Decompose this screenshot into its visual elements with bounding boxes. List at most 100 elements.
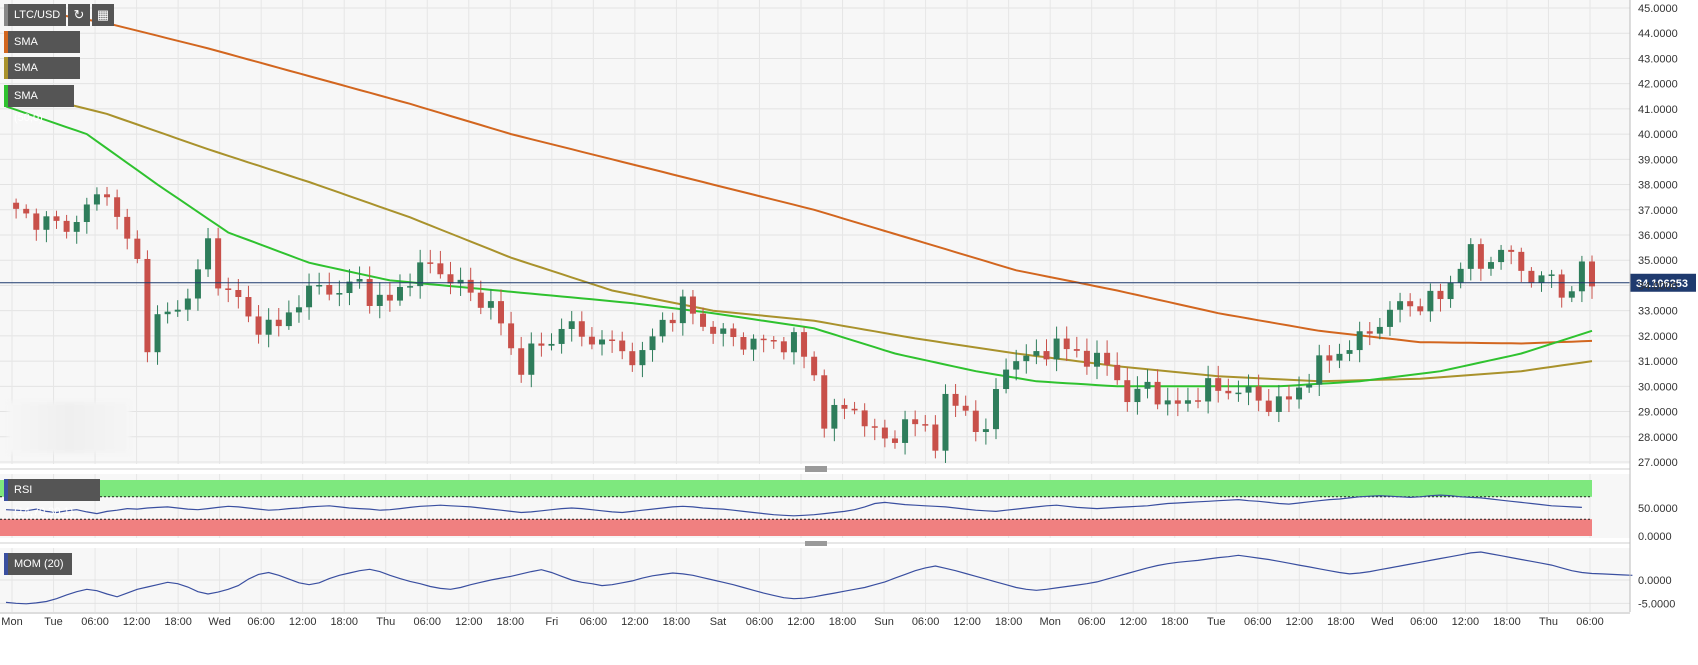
candle-body xyxy=(518,348,525,375)
candle-body xyxy=(558,328,565,344)
candle-body xyxy=(568,321,575,329)
x-tick-label: 18:00 xyxy=(330,616,358,628)
rsi-tick-label: 0.0000 xyxy=(1638,531,1672,543)
candle-body xyxy=(881,427,888,439)
mom-tick-label: -5.0000 xyxy=(1638,598,1675,610)
candle-body xyxy=(1447,282,1454,300)
candle-body xyxy=(861,410,868,427)
candle-body xyxy=(427,262,434,264)
y-tick-label: 31.0000 xyxy=(1638,356,1678,368)
candle-body xyxy=(1245,386,1252,393)
x-tick-label: 18:00 xyxy=(1161,616,1189,628)
candle-body xyxy=(104,194,111,198)
x-tick-label: 18:00 xyxy=(1327,616,1355,628)
candle-body xyxy=(1154,381,1161,405)
mom-line xyxy=(5,551,1633,605)
calendar-icon[interactable]: ▦ xyxy=(92,4,114,26)
candle-body xyxy=(1518,251,1525,271)
candle-body xyxy=(841,404,848,409)
candle-body xyxy=(1417,306,1424,312)
y-tick-label: 41.0000 xyxy=(1638,104,1678,116)
candle-body xyxy=(346,281,353,294)
candle-body xyxy=(1366,331,1373,334)
candle-body xyxy=(285,312,292,327)
candle-body xyxy=(1316,355,1323,385)
y-tick-label: 30.0000 xyxy=(1638,381,1678,393)
x-tick-label: Sat xyxy=(710,616,727,628)
candle-body xyxy=(1589,261,1595,287)
candle-body xyxy=(336,293,343,295)
y-tick-label: 37.0000 xyxy=(1638,205,1678,217)
candle-body xyxy=(1003,369,1010,390)
symbol-label[interactable]: LTC/USD xyxy=(4,4,66,26)
candle-body xyxy=(1094,352,1101,367)
y-tick-label: 27.0000 xyxy=(1638,457,1678,469)
candle-body xyxy=(73,222,80,232)
x-tick-label: 18:00 xyxy=(995,616,1023,628)
legend-mom[interactable]: MOM (20) xyxy=(4,553,72,575)
candle-body xyxy=(1437,290,1444,300)
legend-sma100[interactable]: SMA (100,0) xyxy=(4,57,80,96)
candle-body xyxy=(497,301,504,324)
candle-body xyxy=(184,298,191,310)
candle-body xyxy=(912,419,919,425)
candle-body xyxy=(1174,400,1181,404)
x-tick-label: Wed xyxy=(1371,616,1393,628)
candle-body xyxy=(1508,249,1515,252)
x-tick-label: 18:00 xyxy=(1493,616,1521,628)
candle-body xyxy=(316,284,323,287)
candle-body xyxy=(417,262,424,287)
candle-body xyxy=(1528,270,1535,283)
candle-body xyxy=(851,408,858,411)
legend-sma50[interactable]: SMA (50,0) xyxy=(4,85,74,124)
candle-body xyxy=(720,328,727,334)
y-tick-label: 32.0000 xyxy=(1638,331,1678,343)
candle-body xyxy=(124,216,131,239)
candle-body xyxy=(1548,274,1555,276)
x-tick-label: Sun xyxy=(874,616,894,628)
legend-sma200[interactable]: SMA (200,0) xyxy=(4,31,80,70)
x-tick-label: 12:00 xyxy=(787,616,815,628)
candle-body xyxy=(801,332,808,357)
candle-body xyxy=(1205,378,1212,402)
candle-body xyxy=(922,424,929,426)
x-tick-label: 06:00 xyxy=(413,616,441,628)
candle-body xyxy=(1235,392,1242,395)
y-tick-label: 42.0000 xyxy=(1638,79,1678,91)
candle-body xyxy=(1407,301,1414,307)
candle-body xyxy=(1538,275,1545,283)
legend-rsi[interactable]: RSI (14,70,30,1) xyxy=(4,479,100,518)
x-tick-label: 06:00 xyxy=(1078,616,1106,628)
candle-body xyxy=(23,208,30,214)
candle-body xyxy=(1397,301,1404,310)
x-tick-label: 12:00 xyxy=(953,616,981,628)
candle-body xyxy=(689,296,696,314)
candle-body xyxy=(659,319,666,337)
sma50-label: SMA (50,0) xyxy=(14,90,43,124)
rsi-oversold-band xyxy=(0,519,1592,536)
y-tick-label: 39.0000 xyxy=(1638,154,1678,166)
candle-body xyxy=(275,319,282,327)
x-tick-label: Tue xyxy=(1207,616,1226,628)
symbol-text: LTC/USD xyxy=(14,9,61,21)
candle-body xyxy=(740,337,747,350)
candle-body xyxy=(467,279,474,293)
candle-body xyxy=(891,438,898,443)
candle-body xyxy=(1477,244,1484,269)
candle-body xyxy=(730,328,737,338)
candle-body xyxy=(932,424,939,451)
y-tick-label: 40.0000 xyxy=(1638,129,1678,141)
rsi-line xyxy=(5,494,1582,517)
x-tick-label: Tue xyxy=(44,616,63,628)
candle-body xyxy=(508,323,515,349)
candle-body xyxy=(144,258,151,353)
x-tick-label: 06:00 xyxy=(912,616,940,628)
candle-body xyxy=(205,238,212,270)
x-tick-label: Mon xyxy=(1039,616,1060,628)
candle-body xyxy=(265,319,272,335)
candle-body xyxy=(1144,381,1151,389)
refresh-icon[interactable]: ↻ xyxy=(68,4,90,26)
x-tick-label: Fri xyxy=(545,616,558,628)
candle-body xyxy=(831,404,838,429)
